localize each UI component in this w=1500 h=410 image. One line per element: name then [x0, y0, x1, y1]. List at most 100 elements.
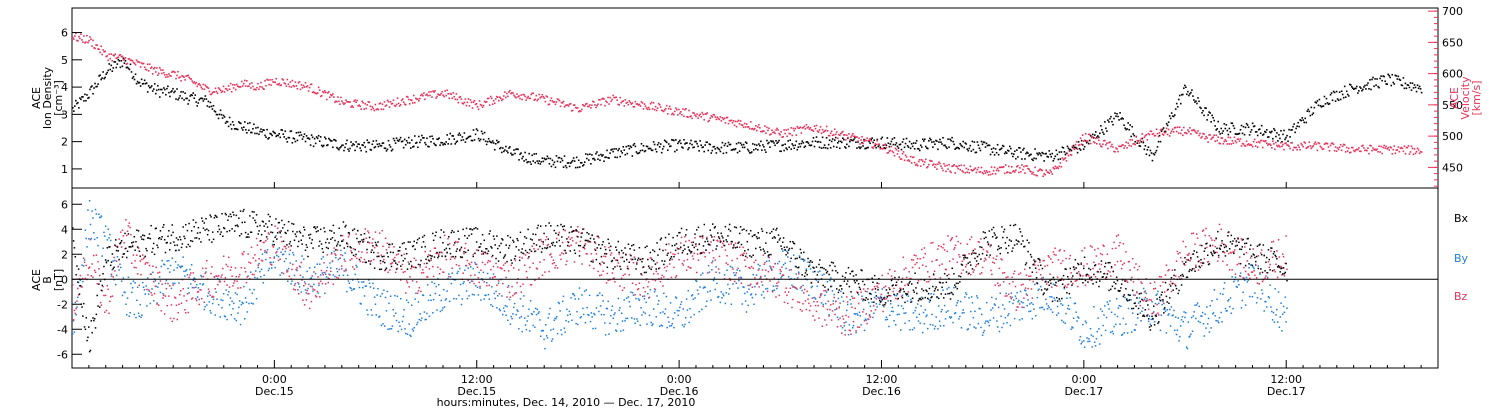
density-point: [1266, 136, 1269, 138]
bz-point: [484, 263, 486, 266]
by-point: [522, 305, 524, 307]
velocity-point: [1062, 158, 1065, 161]
density-point: [1045, 152, 1048, 155]
by-point: [996, 320, 998, 322]
density-point: [583, 161, 586, 163]
bz-point: [660, 277, 663, 279]
by-point: [463, 281, 465, 283]
by-point: [1067, 304, 1070, 307]
velocity-point: [1042, 175, 1044, 178]
bz-point: [722, 244, 725, 246]
density-point: [1194, 101, 1196, 103]
density-point: [541, 157, 544, 159]
by-point: [697, 293, 700, 295]
by-point: [87, 209, 89, 211]
density-point: [191, 94, 193, 97]
density-point: [1397, 75, 1400, 78]
velocity-point: [273, 81, 275, 83]
density-point: [1103, 133, 1105, 135]
velocity-point: [929, 159, 931, 162]
by-point: [1068, 308, 1071, 311]
density-point: [75, 99, 77, 102]
by-point: [1255, 264, 1257, 267]
density-point: [869, 142, 871, 145]
by-point: [669, 302, 672, 304]
by-point: [362, 281, 365, 283]
by-point: [316, 263, 319, 265]
density-point: [956, 146, 958, 149]
velocity-point: [112, 54, 115, 56]
density-point: [511, 154, 513, 156]
by-point: [823, 273, 825, 276]
bz-point: [206, 259, 208, 262]
velocity-point: [747, 126, 750, 128]
bz-point: [74, 312, 77, 315]
by-point: [884, 319, 887, 321]
by-point: [944, 318, 947, 320]
velocity-point: [1153, 134, 1156, 137]
density-point: [177, 98, 179, 101]
bz-point: [308, 307, 311, 310]
bz-point: [196, 291, 199, 293]
velocity-point: [689, 115, 691, 118]
density-point: [607, 156, 609, 159]
velocity-point: [699, 113, 701, 116]
bz-point: [212, 296, 215, 298]
velocity-point: [1073, 148, 1076, 151]
density-point: [1200, 107, 1202, 110]
density-point: [1156, 146, 1159, 148]
bz-point: [729, 279, 732, 281]
density-point: [933, 140, 935, 143]
bz-point: [728, 243, 730, 246]
by-point: [900, 329, 902, 331]
velocity-point: [472, 101, 475, 103]
velocity-point: [1331, 142, 1334, 145]
density-point: [265, 136, 267, 139]
density-point: [817, 140, 820, 143]
by-point: [1105, 316, 1108, 319]
velocity-point: [1009, 172, 1012, 174]
velocity-point: [782, 135, 784, 138]
by-point: [1098, 328, 1100, 330]
by-point: [81, 264, 83, 266]
by-point: [207, 292, 210, 294]
velocity-point: [1188, 130, 1190, 133]
bz-point: [152, 265, 154, 267]
velocity-point: [1165, 127, 1168, 130]
density-point: [1327, 103, 1330, 106]
velocity-point: [516, 93, 518, 95]
density-point: [139, 85, 142, 87]
density-point: [100, 78, 102, 81]
density-point: [642, 144, 645, 147]
by-point: [968, 297, 970, 299]
by-point: [257, 266, 260, 269]
by-point: [499, 309, 502, 312]
by-point: [1040, 285, 1042, 288]
velocity-point: [184, 79, 186, 81]
velocity-point: [504, 91, 506, 93]
density-point: [437, 138, 439, 141]
bz-point: [126, 230, 129, 233]
velocity-point: [164, 74, 166, 76]
density-point: [236, 128, 239, 131]
by-point: [659, 312, 662, 314]
density-point: [209, 101, 212, 104]
density-point: [1335, 90, 1338, 93]
bz-point: [231, 275, 233, 277]
by-point: [625, 317, 627, 320]
by-point: [560, 329, 562, 331]
velocity-point: [487, 97, 490, 100]
density-point: [1282, 133, 1284, 136]
density-point: [976, 141, 979, 143]
by-point: [1002, 304, 1004, 306]
by-point: [974, 310, 976, 313]
velocity-point: [433, 91, 435, 93]
by-point: [621, 320, 624, 322]
by-point: [976, 297, 979, 299]
velocity-point: [257, 82, 259, 85]
bz-point: [812, 315, 814, 317]
bz-point: [211, 266, 213, 268]
by-point: [523, 295, 525, 297]
velocity-point: [127, 58, 130, 60]
velocity-point: [640, 101, 643, 103]
